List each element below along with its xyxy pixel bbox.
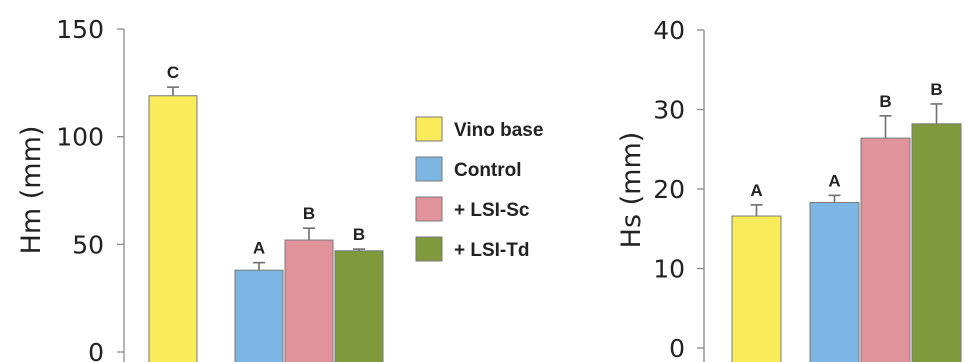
significance-label: A — [750, 181, 762, 200]
y-tick-label: 40 — [653, 16, 685, 45]
significance-label: A — [253, 239, 265, 258]
significance-label: B — [879, 92, 891, 111]
legend-swatch — [415, 116, 443, 142]
y-axis-label: Hs (mm) — [616, 132, 647, 249]
y-tick-label: 20 — [653, 175, 685, 204]
legend-label: + LSI-Td — [454, 240, 529, 261]
bar-vino-base — [731, 215, 782, 362]
legend-label: Vino base — [454, 120, 543, 141]
significance-label: B — [303, 204, 315, 223]
y-tick-label: 100 — [56, 123, 104, 152]
y-tick-label: 0 — [669, 334, 685, 362]
bar-control — [234, 269, 284, 362]
hm-chart: 0 50 100 150 Hm (mm) C A B B — [16, 15, 384, 362]
bar-lsi-sc — [860, 137, 911, 362]
significance-label: C — [167, 63, 179, 82]
legend-label: + LSI-Sc — [454, 200, 530, 221]
bar-lsi-td — [911, 123, 962, 362]
hs-chart: 0 10 20 30 40 Hs (mm) A A B B — [616, 16, 962, 362]
legend: Vino base Control + LSI-Sc + LSI-Td — [415, 116, 543, 262]
y-tick-label: 10 — [653, 255, 685, 284]
bar-lsi-td — [334, 250, 384, 362]
bar-lsi-sc — [284, 239, 334, 362]
y-tick-label: 0 — [88, 338, 104, 362]
legend-label: Control — [454, 160, 522, 181]
y-tick-label: 30 — [653, 96, 685, 125]
significance-label: B — [930, 80, 942, 99]
y-axis-label: Hm (mm) — [16, 126, 47, 255]
significance-label: A — [828, 171, 840, 190]
legend-swatch — [415, 236, 443, 262]
legend-swatch — [415, 196, 443, 222]
significance-label: B — [353, 225, 365, 244]
bar-vino-base — [148, 95, 198, 362]
y-tick-label: 150 — [56, 15, 104, 44]
legend-swatch — [415, 156, 443, 182]
y-tick-label: 50 — [72, 230, 104, 259]
bar-control — [809, 202, 860, 362]
